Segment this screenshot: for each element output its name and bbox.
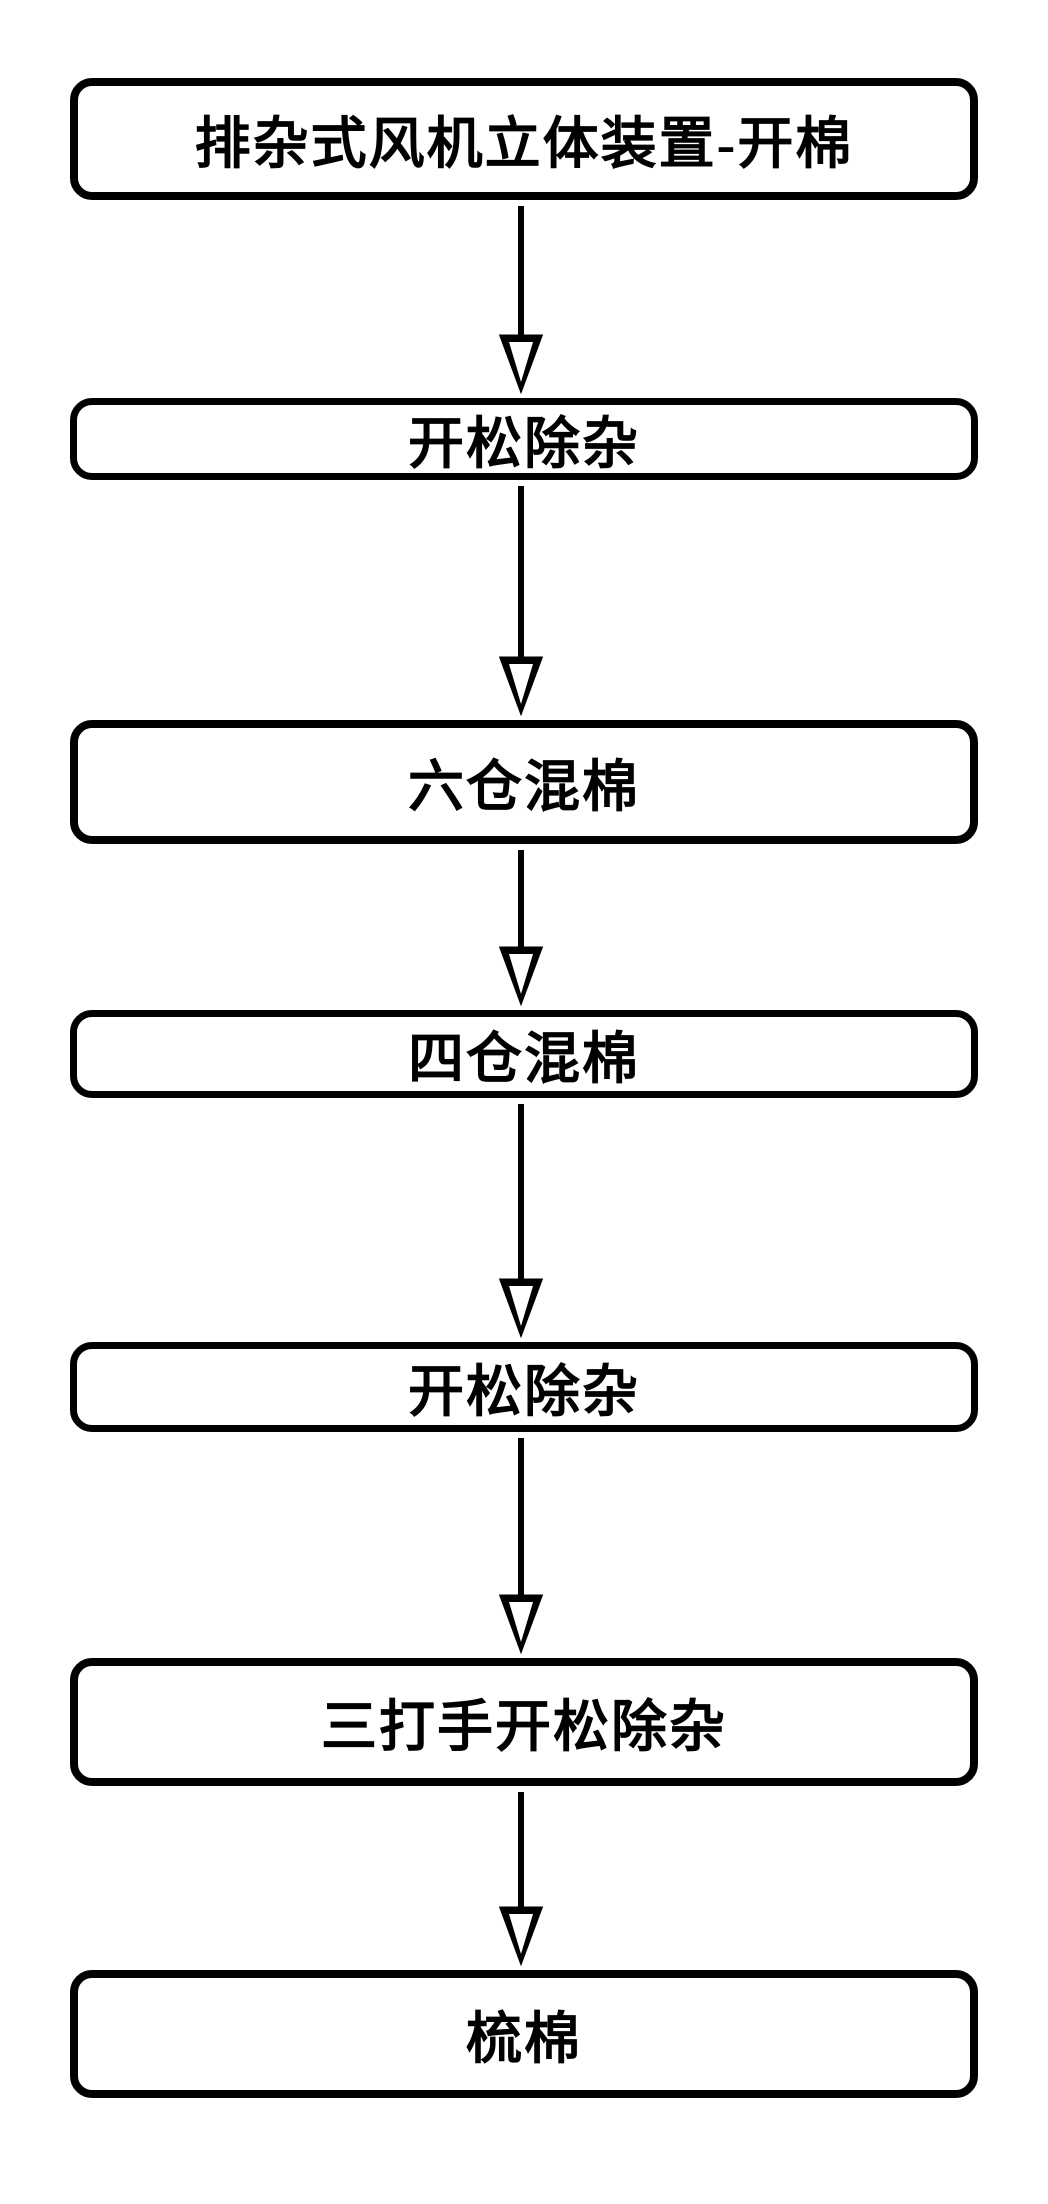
flowchart-node: 六仓混棉: [70, 720, 978, 844]
flowchart-node: 四仓混棉: [70, 1010, 978, 1098]
flowchart-node: 开松除杂: [70, 398, 978, 480]
flowchart-node: 三打手开松除杂: [70, 1658, 978, 1786]
node-label: 四仓混棉: [408, 1014, 640, 1095]
flowchart-node: 开松除杂: [70, 1342, 978, 1432]
node-label: 开松除杂: [408, 1347, 640, 1428]
node-label: 三打手开松除杂: [321, 1682, 727, 1763]
flowchart-canvas: 排杂式风机立体装置-开棉 开松除杂 六仓混棉 四仓混棉 开松除杂 三打手开松除杂…: [0, 0, 1048, 2204]
flowchart-node: 排杂式风机立体装置-开棉: [70, 78, 978, 200]
node-label: 六仓混棉: [408, 742, 640, 823]
flowchart-arrow: [493, 1790, 549, 1966]
flowchart-arrow: [493, 484, 549, 716]
node-label: 排杂式风机立体装置-开棉: [195, 99, 854, 180]
flowchart-arrow: [493, 1102, 549, 1338]
node-label: 开松除杂: [408, 399, 640, 480]
flowchart-node: 梳棉: [70, 1970, 978, 2098]
node-label: 梳棉: [466, 1994, 582, 2075]
flowchart-arrow: [493, 204, 549, 394]
flowchart-arrow: [493, 1436, 549, 1654]
flowchart-arrow: [493, 848, 549, 1006]
